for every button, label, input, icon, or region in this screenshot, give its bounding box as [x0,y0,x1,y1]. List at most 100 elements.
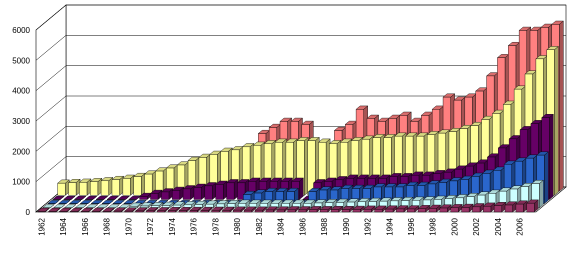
bar-front [111,179,120,196]
bar-front [100,180,109,196]
x-tick-label: 1964 [59,217,68,235]
bar-side [544,151,549,205]
bar-front [276,209,285,213]
bar-front [417,208,426,213]
grid-line [35,156,67,182]
y-tick-label: 6000 [12,26,30,35]
bar [232,206,246,213]
bar [308,205,322,213]
bar [460,203,474,213]
bar-front [122,178,131,196]
bar [178,206,192,213]
y-tick-label: 4000 [12,87,30,96]
bar-front [330,209,339,213]
grid-line [35,65,67,91]
bar [134,207,148,213]
x-tick-label: 2000 [450,217,459,235]
bar-front [472,206,481,213]
grid-line [35,95,67,122]
bar [106,195,120,200]
bar-front [205,203,214,209]
bar-front [68,182,77,196]
bar [90,200,104,204]
bar [101,200,115,204]
bar [73,195,87,200]
x-tick-label: 1994 [385,217,394,235]
bar-front [396,208,405,213]
bar-front [144,173,153,196]
bar [62,195,76,200]
bar [183,201,197,209]
bar [493,201,507,213]
bar [57,179,70,196]
x-tick-label: 1978 [211,217,220,235]
bar-front [167,210,176,213]
bar [210,206,224,213]
bar-front [320,209,329,213]
bar [111,175,125,196]
bar-front [439,207,448,213]
bar-front [233,209,242,213]
bar [204,182,217,200]
bar-front [204,185,213,200]
bar [102,207,116,213]
x-tick-label: 1996 [407,217,416,235]
bar [384,205,398,213]
bar [526,199,539,213]
bar-front [200,210,209,213]
bar [79,200,93,204]
bar [149,189,163,200]
bar [123,200,136,204]
bar-front [161,191,170,200]
x-tick-label: 1986 [298,217,307,235]
bar-front [193,187,202,200]
bar-front [504,204,513,213]
bar [74,204,88,209]
bar-front [124,210,133,213]
bar-front [352,209,361,213]
bar [133,172,146,196]
bar-front [37,211,46,213]
bar [122,174,136,196]
bar [145,207,159,213]
x-tick-label: 2002 [472,217,481,235]
bar [58,207,72,213]
bar [52,195,65,200]
bar [319,205,333,213]
bar [515,200,529,213]
bar-side [559,20,564,192]
bar [89,177,103,196]
bar-front [80,211,89,213]
bar [117,195,131,200]
bar [52,204,66,209]
bar [42,204,55,209]
bar [69,207,83,213]
bar [200,206,213,213]
bar-front [450,207,459,213]
bar-front [215,184,224,200]
bar [68,200,82,204]
bar [47,207,61,213]
bar-front [298,209,307,213]
bar-front [341,209,350,213]
bar-front [133,176,142,196]
x-tick-label: 1974 [168,217,177,235]
x-tick-label: 1966 [81,217,90,235]
grid-line [35,126,67,152]
bar-front [493,205,502,213]
bar [450,203,463,213]
bar [243,206,257,213]
y-tick-label: 0 [26,208,31,217]
bar [124,207,137,213]
bar [91,207,105,213]
bar-front [48,211,57,213]
bar [57,200,71,204]
bar [205,200,218,209]
bar-front [461,207,470,213]
y-tick-label: 2000 [12,147,30,156]
bar-front [309,209,318,213]
x-tick-label: 1982 [255,217,264,235]
bar-front [227,203,236,209]
bar [150,201,164,209]
bar-front [363,209,372,213]
